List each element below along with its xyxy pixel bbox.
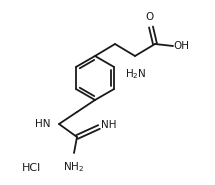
Text: O: O (145, 12, 153, 22)
Text: HCl: HCl (22, 163, 41, 173)
Text: OH: OH (173, 41, 189, 51)
Text: H$_2$N: H$_2$N (125, 67, 147, 81)
Text: HN: HN (35, 119, 51, 129)
Text: NH$_2$: NH$_2$ (63, 160, 84, 174)
Text: NH: NH (101, 120, 117, 130)
